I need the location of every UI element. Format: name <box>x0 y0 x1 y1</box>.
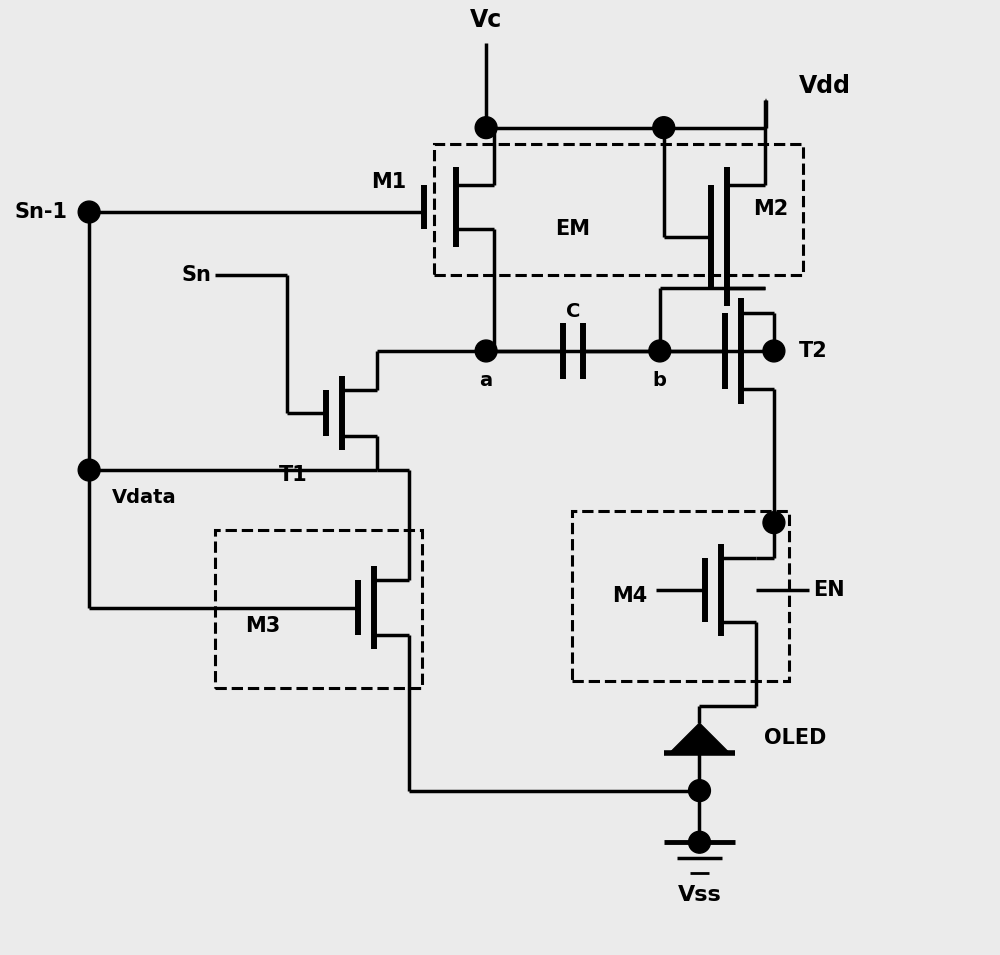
Text: C: C <box>566 302 580 321</box>
Text: Sn: Sn <box>181 265 211 285</box>
Text: Vc: Vc <box>470 9 502 32</box>
Text: T1: T1 <box>279 465 307 485</box>
Circle shape <box>649 340 671 362</box>
Text: a: a <box>480 371 493 391</box>
Circle shape <box>763 340 785 362</box>
Circle shape <box>475 340 497 362</box>
Text: b: b <box>653 371 667 391</box>
Text: EN: EN <box>814 580 845 600</box>
Circle shape <box>78 459 100 481</box>
Text: T2: T2 <box>799 341 827 361</box>
Bar <box>215 530 422 689</box>
Text: M1: M1 <box>371 172 407 192</box>
Circle shape <box>689 831 710 853</box>
Polygon shape <box>670 723 729 753</box>
Bar <box>572 511 789 682</box>
Circle shape <box>653 117 675 138</box>
Text: Sn-1: Sn-1 <box>14 202 67 222</box>
Text: Vss: Vss <box>678 885 721 904</box>
Circle shape <box>689 779 710 801</box>
Text: M4: M4 <box>612 586 647 606</box>
Circle shape <box>763 512 785 534</box>
Text: Vdd: Vdd <box>799 74 851 98</box>
Text: M3: M3 <box>245 616 281 636</box>
Text: OLED: OLED <box>764 728 826 748</box>
Text: EM: EM <box>555 219 590 239</box>
Circle shape <box>475 117 497 138</box>
Bar <box>434 143 803 274</box>
Text: M2: M2 <box>753 199 789 219</box>
Text: Vdata: Vdata <box>112 488 177 507</box>
Circle shape <box>78 202 100 223</box>
